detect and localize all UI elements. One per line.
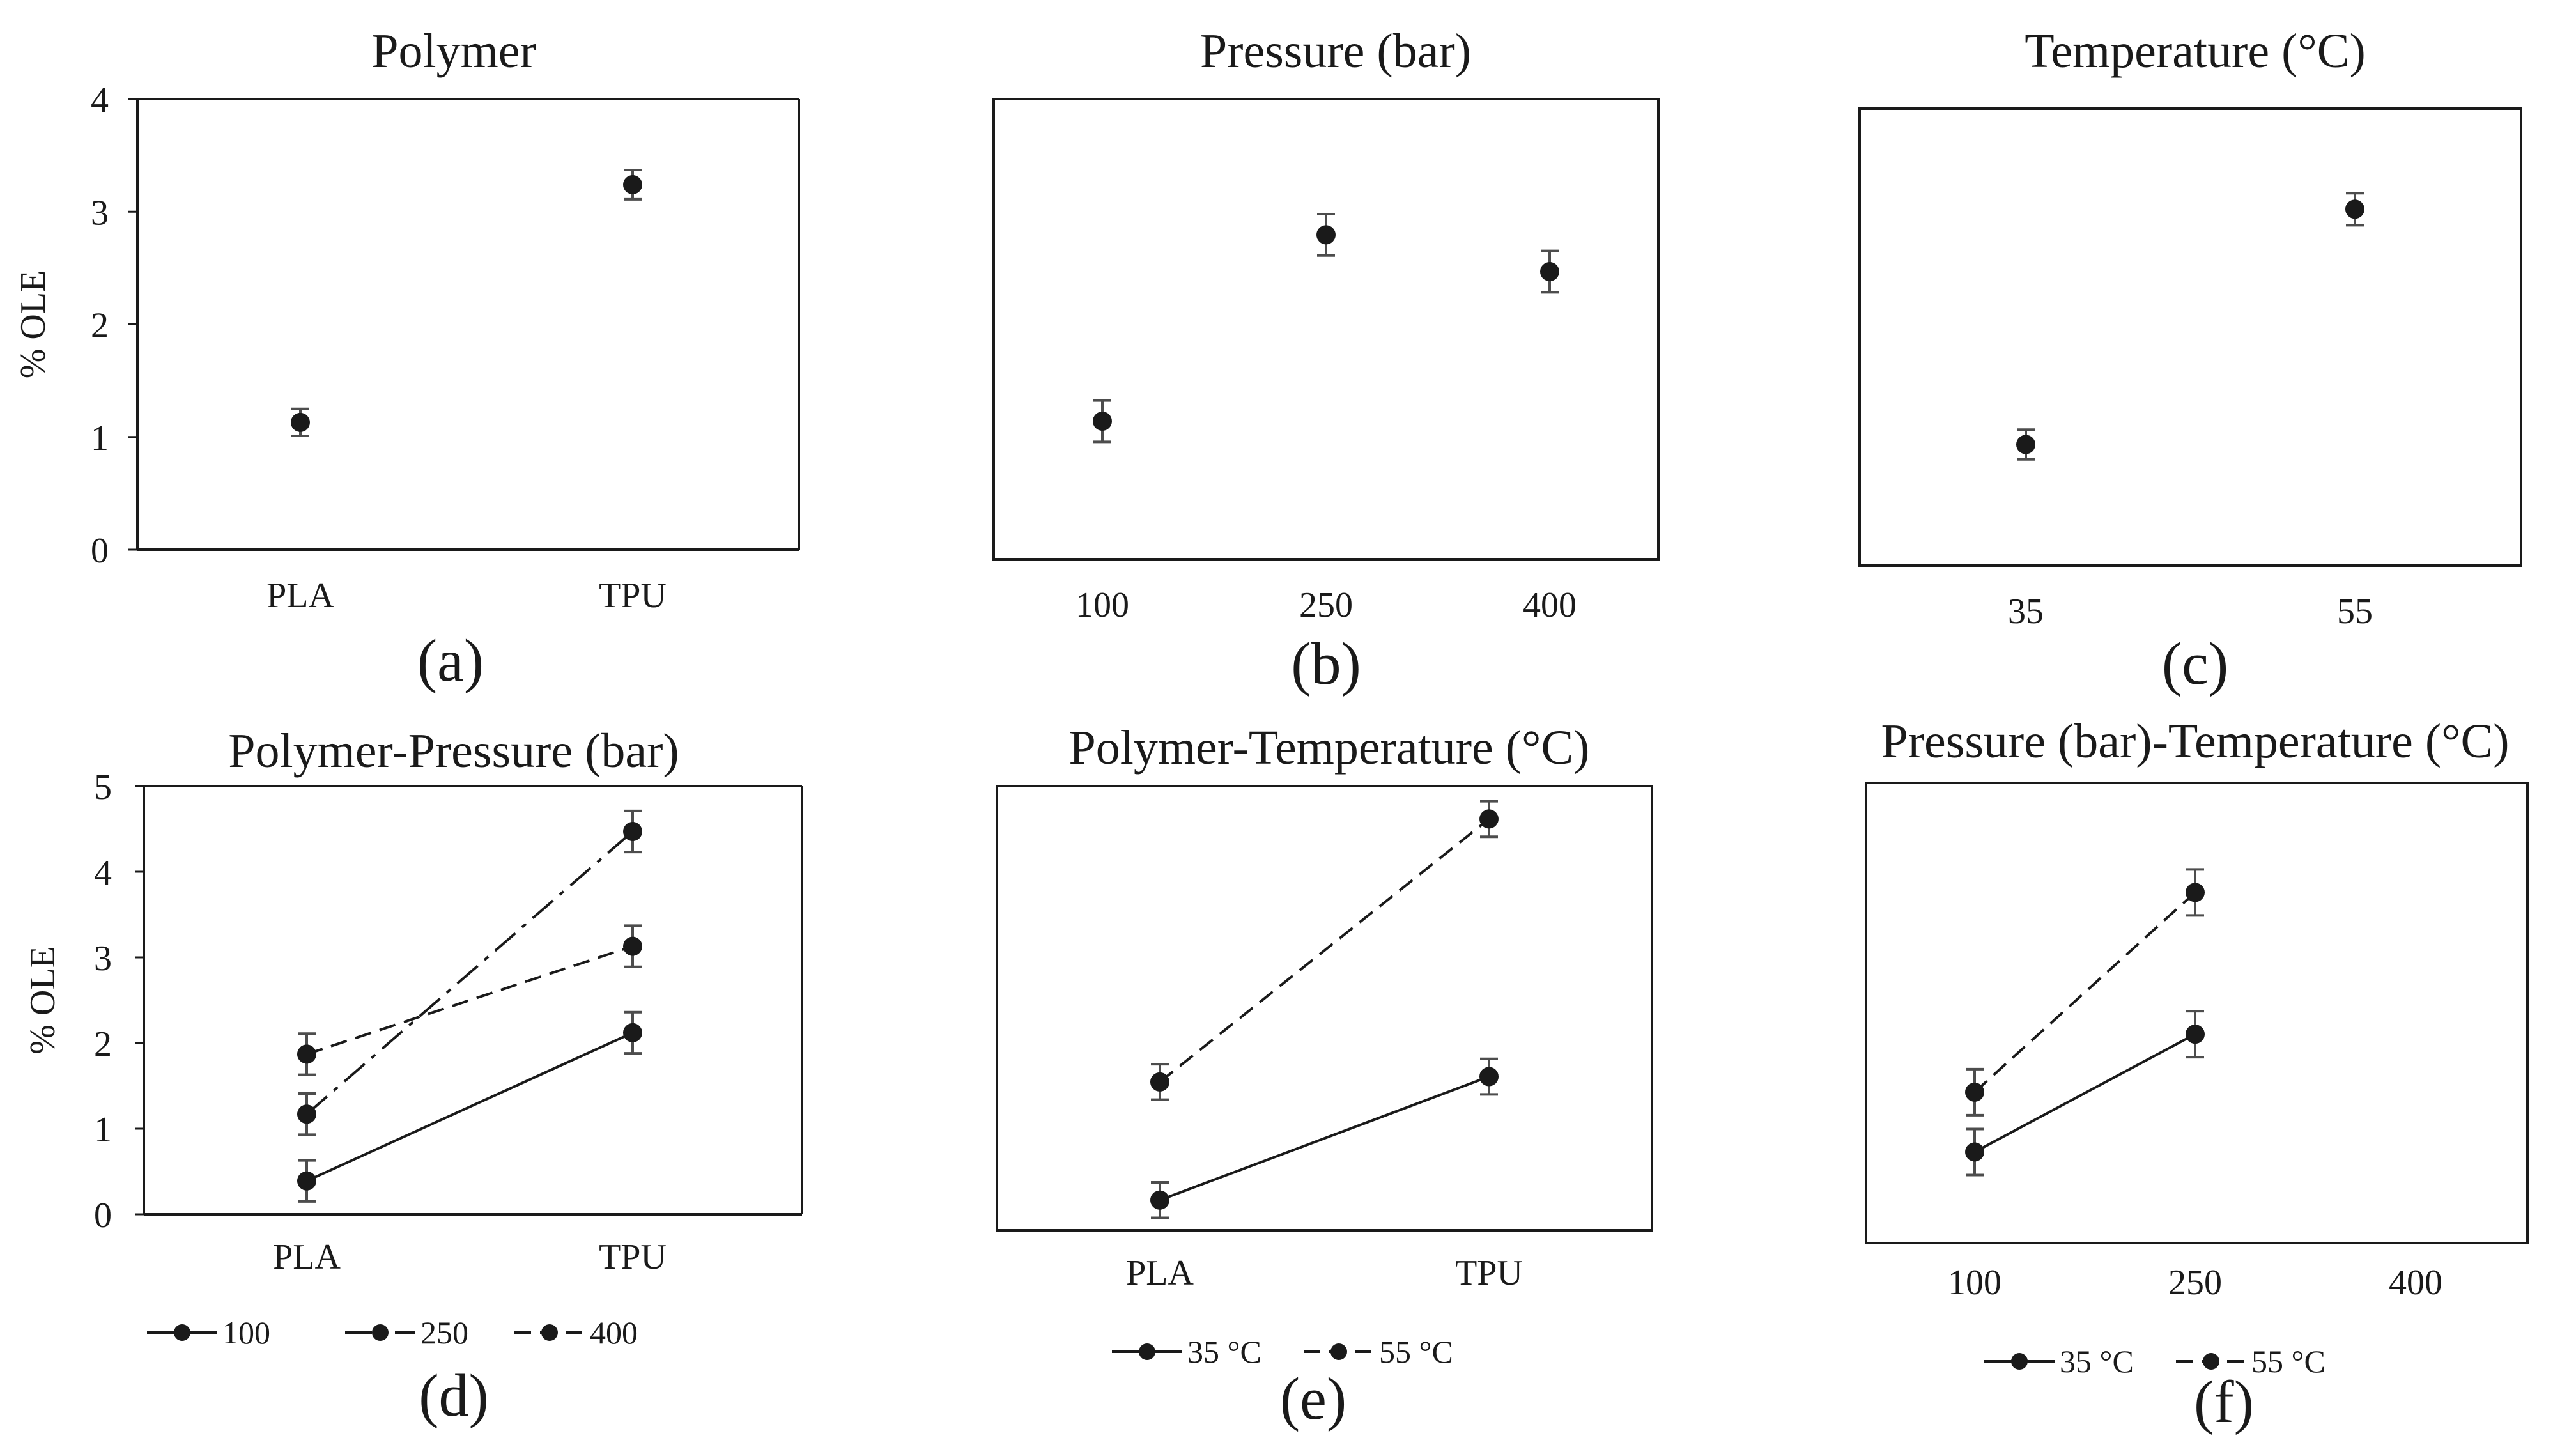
- panel-label: (b): [1291, 631, 1361, 697]
- data-point: [297, 1044, 316, 1064]
- data-point: [1965, 1082, 1984, 1102]
- data-point: [297, 1104, 316, 1124]
- y-axis-label: % OLE: [23, 946, 63, 1055]
- legend-marker: [174, 1324, 190, 1341]
- y-tick-label: 4: [94, 853, 112, 893]
- x-tick-label: 35: [2008, 592, 2044, 631]
- data-point: [1316, 225, 1336, 245]
- chart-title: Polymer: [371, 24, 536, 78]
- series-line-35C: [1159, 1075, 1490, 1202]
- x-tick-label: 250: [2168, 1263, 2222, 1303]
- chart-c: Temperature (°C) 35 55 (c): [1858, 24, 2522, 697]
- legend-marker: [2203, 1353, 2219, 1370]
- data-point: [2345, 199, 2364, 219]
- chart-title: Temperature (°C): [2025, 24, 2366, 78]
- data-point: [1150, 1072, 1169, 1092]
- y-tick-label: 4: [91, 81, 109, 120]
- x-tick-label: PLA: [266, 576, 334, 615]
- series-line-400: [306, 945, 633, 1056]
- chart-d: Polymer-Pressure (bar) 0 1 2 3 4 5 % OLE PLA TPU 1…: [23, 724, 803, 1429]
- legend-label: 35 °C: [1187, 1334, 1261, 1370]
- chart-title: Polymer-Pressure (bar): [228, 724, 679, 778]
- plot-frame: [992, 98, 1660, 561]
- legend-marker: [2011, 1353, 2028, 1370]
- chart-e: Polymer-Temperature (°C) PLA TPU 35 °C 55 °C…: [996, 721, 1653, 1432]
- panel-label: (e): [1280, 1366, 1346, 1432]
- series-line-55C: [1973, 891, 2196, 1094]
- x-tick-label: 100: [1076, 585, 1129, 625]
- y-tick-label: 1: [94, 1110, 112, 1150]
- data-point: [1540, 262, 1559, 281]
- data-point: [623, 1023, 642, 1042]
- chart-title: Pressure (bar)-Temperature (°C): [1881, 715, 2509, 768]
- y-tick-label: 0: [94, 1196, 112, 1235]
- legend-marker: [1139, 1343, 1155, 1360]
- legend-label: 35 °C: [2060, 1343, 2134, 1379]
- legend-label: 100: [222, 1315, 270, 1350]
- plot-frame: [996, 785, 1653, 1232]
- y-tick-label: 1: [91, 419, 109, 458]
- panel-label: (c): [2162, 631, 2228, 697]
- legend-label: 250: [420, 1315, 468, 1350]
- data-point: [2186, 1025, 2205, 1044]
- y-tick-label: 3: [91, 193, 109, 233]
- panel-label: (f): [2194, 1369, 2254, 1435]
- chart-b: Pressure (bar) 100 250 400 (b): [992, 24, 1660, 697]
- y-tick-label: 5: [94, 768, 112, 807]
- chart-a: Polymer 0 1 2 3 4 % OLE PLA TPU (a): [13, 24, 800, 694]
- data-point: [1965, 1142, 1984, 1162]
- data-point: [623, 936, 642, 956]
- legend-label: 55 °C: [2251, 1343, 2325, 1379]
- chart-title: Pressure (bar): [1200, 24, 1471, 78]
- panel-label: (a): [417, 628, 484, 694]
- data-point: [2016, 435, 2035, 454]
- x-tick-label: TPU: [1455, 1253, 1523, 1293]
- legend-marker: [1330, 1343, 1347, 1360]
- data-point: [623, 822, 642, 842]
- chart-f: Pressure (bar)-Temperature (°C) 100 250 400…: [1865, 715, 2529, 1435]
- data-point: [297, 1171, 316, 1191]
- x-tick-label: 55: [2337, 592, 2373, 631]
- series-line-250: [305, 830, 634, 1115]
- y-tick-label: 2: [94, 1025, 112, 1064]
- chart-title: Polymer-Temperature (°C): [1069, 721, 1590, 775]
- series-line-35C: [1974, 1033, 2196, 1154]
- data-point: [1150, 1190, 1169, 1210]
- plot-frame: [1858, 107, 2522, 567]
- series-line-100: [306, 1032, 633, 1182]
- data-point: [1479, 809, 1499, 829]
- y-tick-label: 0: [91, 531, 109, 571]
- data-point: [291, 412, 310, 432]
- legend-marker: [372, 1324, 389, 1341]
- x-tick-label: PLA: [1126, 1253, 1194, 1293]
- data-point: [1479, 1067, 1499, 1087]
- x-tick-label: TPU: [599, 1237, 667, 1277]
- plot-frame: [1865, 782, 2529, 1244]
- x-tick-label: 100: [1948, 1263, 2001, 1303]
- data-point: [2186, 883, 2205, 902]
- legend-marker: [541, 1324, 558, 1341]
- y-axis-label: % OLE: [13, 270, 53, 379]
- y-tick-label: 3: [94, 939, 112, 978]
- data-point: [1093, 412, 1112, 431]
- x-tick-label: 400: [2389, 1263, 2442, 1303]
- x-tick-label: PLA: [273, 1237, 341, 1277]
- x-tick-label: TPU: [599, 576, 667, 615]
- x-tick-label: 400: [1523, 585, 1577, 625]
- series-line-55C: [1159, 817, 1490, 1083]
- panel-label: (d): [419, 1363, 489, 1429]
- legend-label: 55 °C: [1379, 1334, 1453, 1370]
- y-tick-label: 2: [91, 306, 109, 346]
- legend-label: 400: [590, 1315, 638, 1350]
- x-tick-label: 250: [1299, 585, 1353, 625]
- data-point: [623, 174, 642, 194]
